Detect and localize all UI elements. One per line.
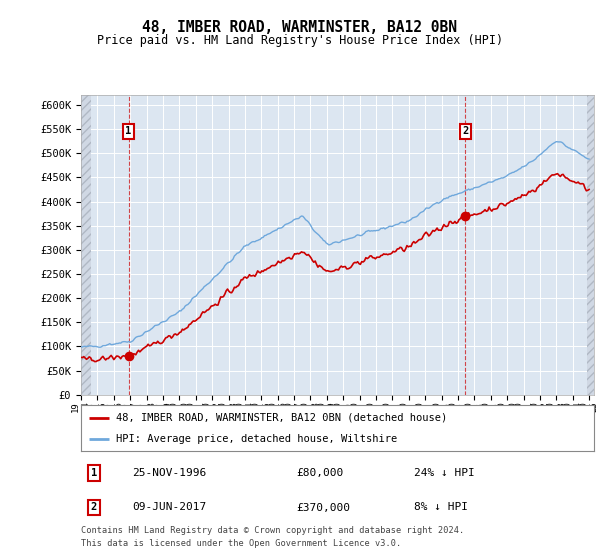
Text: This data is licensed under the Open Government Licence v3.0.: This data is licensed under the Open Gov… xyxy=(81,539,401,548)
Text: Price paid vs. HM Land Registry's House Price Index (HPI): Price paid vs. HM Land Registry's House … xyxy=(97,34,503,46)
Bar xyxy=(81,95,91,395)
Bar xyxy=(587,95,596,395)
Text: 8% ↓ HPI: 8% ↓ HPI xyxy=(415,502,469,512)
Text: 1: 1 xyxy=(125,126,131,136)
Text: 25-NOV-1996: 25-NOV-1996 xyxy=(133,468,206,478)
Text: 48, IMBER ROAD, WARMINSTER, BA12 0BN: 48, IMBER ROAD, WARMINSTER, BA12 0BN xyxy=(143,20,458,35)
Text: 48, IMBER ROAD, WARMINSTER, BA12 0BN (detached house): 48, IMBER ROAD, WARMINSTER, BA12 0BN (de… xyxy=(116,413,447,423)
Text: Contains HM Land Registry data © Crown copyright and database right 2024.: Contains HM Land Registry data © Crown c… xyxy=(81,526,464,535)
Text: £80,000: £80,000 xyxy=(296,468,344,478)
Text: 2: 2 xyxy=(91,502,97,512)
Text: 24% ↓ HPI: 24% ↓ HPI xyxy=(415,468,475,478)
Text: HPI: Average price, detached house, Wiltshire: HPI: Average price, detached house, Wilt… xyxy=(116,435,397,444)
Text: £370,000: £370,000 xyxy=(296,502,350,512)
Text: 1: 1 xyxy=(91,468,97,478)
Text: 09-JUN-2017: 09-JUN-2017 xyxy=(133,502,206,512)
Text: 2: 2 xyxy=(462,126,469,136)
